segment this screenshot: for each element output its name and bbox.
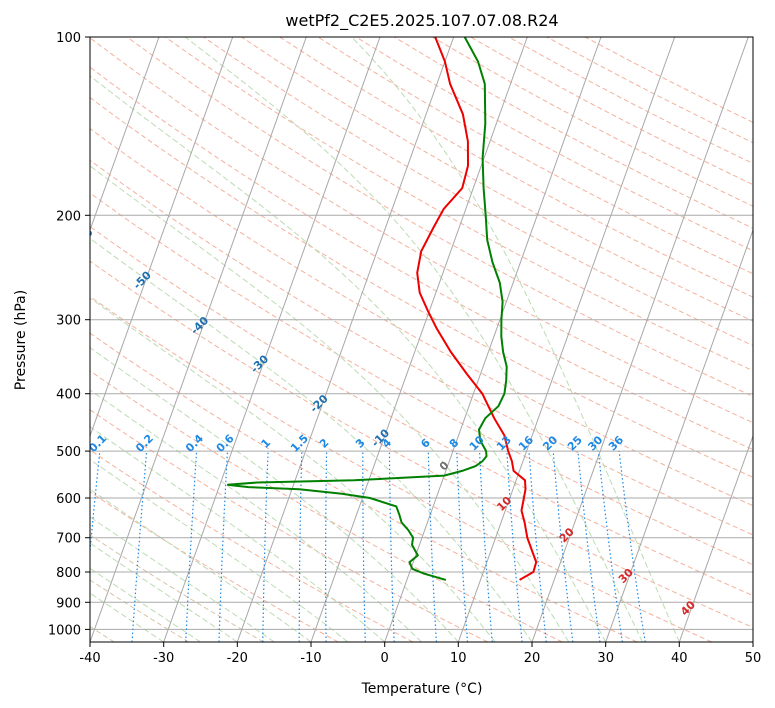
dry-adiabat (90, 37, 753, 424)
moist-adiabat (90, 567, 201, 642)
isotherm (384, 37, 602, 642)
isotherm (531, 37, 749, 642)
isotherm (310, 37, 528, 642)
dry-adiabat (90, 127, 753, 507)
y-tick-label: 500 (56, 445, 81, 460)
y-tick-label: 900 (56, 596, 81, 611)
moist-adiabat (90, 347, 459, 642)
moist-adiabat (90, 516, 275, 642)
x-tick-label: 10 (450, 651, 467, 666)
mixing-ratio-lines (90, 451, 646, 642)
temperature-profile-line (416, 37, 538, 581)
y-tick-label: 800 (56, 566, 81, 581)
dry-adiabat (90, 159, 753, 536)
dry-adiabat (126, 37, 753, 397)
isotherm (605, 228, 753, 642)
mixing-ratio-line (552, 451, 574, 642)
y-tick-label: 700 (56, 532, 81, 547)
chart-title: wetPf2_C2E5.2025.107.07.08.R24 (285, 11, 558, 31)
x-axis-label: Temperature (°C) (361, 681, 483, 697)
y-tick-label: 400 (56, 388, 81, 403)
dry-adiabat (90, 370, 563, 642)
moist-adiabat (351, 37, 680, 642)
x-tick-label: -10 (300, 651, 321, 666)
moist-adiabat (90, 426, 386, 642)
dry-adiabat (203, 37, 753, 347)
moist-adiabat (90, 237, 533, 642)
moist-adiabat (90, 75, 607, 642)
dewpoint-profile-line (227, 37, 508, 581)
y-tick-label: 200 (56, 209, 81, 224)
y-axis: 100 200 300 400 500 600 700 800 900 1000 (48, 31, 90, 638)
mixing-ratio-line (90, 451, 101, 557)
dry-adiabat (90, 332, 638, 642)
isotherm (90, 37, 160, 232)
isotherm-label: -60 (72, 226, 95, 249)
isotherm (90, 37, 307, 642)
x-tick-label: 20 (524, 651, 541, 666)
plot-frame (89, 36, 754, 643)
y-tick-label: 100 (56, 31, 81, 46)
dry-adiabat (90, 225, 753, 597)
isotherm (457, 37, 676, 642)
moist-adiabat (90, 165, 570, 642)
mixing-ratio-line (577, 451, 601, 642)
mixing-ratio-line (597, 451, 623, 642)
dry-adiabat (164, 37, 753, 372)
isotherm (236, 37, 455, 642)
x-tick-label: -20 (227, 651, 248, 666)
x-tick-label: -40 (79, 651, 100, 666)
moist-adiabat (90, 389, 422, 642)
mixing-ratio-line (131, 451, 148, 642)
dry-adiabat (90, 260, 753, 629)
mixing-ratio-line (618, 451, 646, 642)
dry-adiabat (90, 295, 712, 642)
sounding-profiles (227, 37, 538, 581)
moist-adiabat (184, 37, 643, 642)
x-tick-label: 0 (381, 651, 389, 666)
isotherms (90, 37, 753, 642)
x-tick-label: -30 (153, 651, 174, 666)
y-tick-label: 1000 (48, 623, 81, 638)
moist-adiabat (90, 592, 164, 642)
dry-adiabat (90, 534, 264, 642)
moist-adiabat (90, 458, 349, 642)
y-tick-label: 300 (56, 314, 81, 329)
isotherm (90, 37, 234, 438)
x-tick-label: 50 (745, 651, 762, 666)
isotherm (163, 37, 381, 642)
dry-adiabat (90, 409, 488, 642)
x-tick-label: 40 (671, 651, 688, 666)
dry-adiabats (90, 37, 753, 642)
mixing-ratio-line (528, 451, 547, 642)
plot-area: -100-90-80-70-60-50-40-30-20-10010203040… (72, 37, 753, 642)
y-axis-label: Pressure (hPa) (13, 290, 29, 390)
isotherm (678, 434, 753, 642)
mixing-ratio-line (506, 451, 523, 642)
x-tick-label: 30 (597, 651, 614, 666)
y-tick-label: 600 (56, 492, 81, 507)
moist-adiabat (90, 542, 238, 642)
x-axis: -40 -30 -20 -10 0 10 20 30 40 50 (79, 642, 761, 666)
moist-adiabat (90, 297, 496, 642)
